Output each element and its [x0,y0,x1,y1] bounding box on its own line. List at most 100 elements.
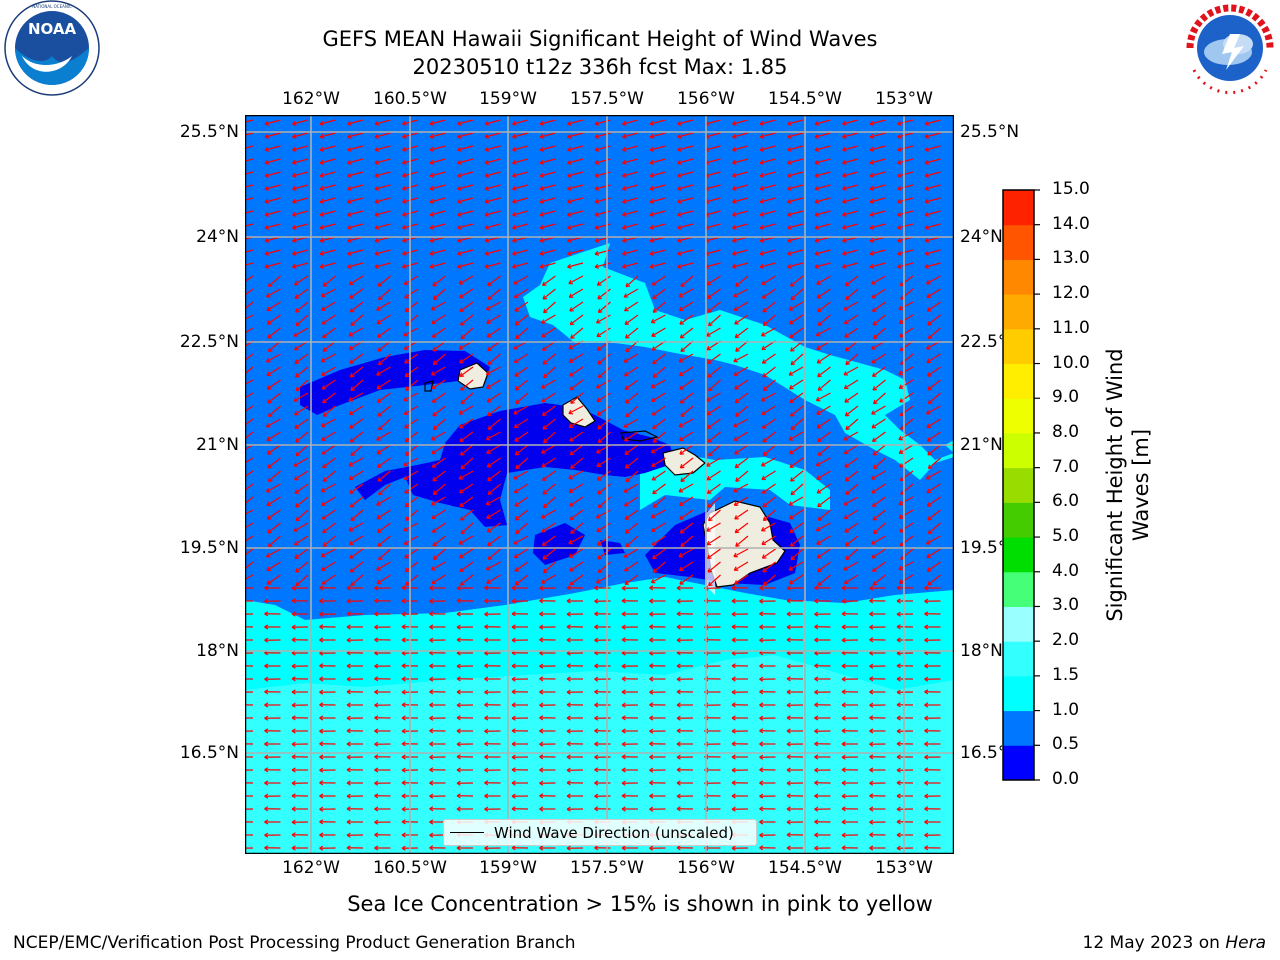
wave-direction-arrowhead [404,489,409,494]
wave-direction-arrowhead [429,741,434,747]
wave-direction-arrowhead [567,263,572,269]
wave-direction-arrow [790,288,804,301]
wave-direction-arrowhead [511,637,516,643]
wave-direction-arrowhead [541,527,547,533]
wave-direction-arrowhead [456,741,461,747]
wave-direction-arrowhead [817,437,822,443]
wave-direction-arrowhead [291,767,296,773]
wave-direction-arrow [245,366,254,375]
wave-direction-arrow [264,132,281,138]
wave-direction-arrow [706,470,721,481]
wave-direction-arrow [733,496,749,506]
wave-direction-arrowhead [374,598,379,604]
wave-direction-arrowhead [649,741,654,747]
wave-direction-arrowhead [264,793,269,799]
wave-direction-arrowhead [622,237,627,243]
wave-direction-arrowhead [320,487,326,493]
wave-direction-arrow [267,379,281,390]
wave-direction-arrow [569,301,584,312]
wave-direction-arrowhead [732,237,737,243]
wave-direction-arrow [622,210,639,216]
wave-direction-arrowhead [346,585,351,591]
wave-direction-arrow [596,392,611,402]
wave-direction-arrow [484,223,501,229]
wave-direction-arrowhead [873,529,878,535]
wave-direction-arrow [899,405,914,417]
wave-direction-arrowhead [622,159,627,165]
wave-direction-arrowhead [458,280,464,285]
wave-direction-arrow [378,548,391,561]
wave-direction-arrowhead [897,120,902,126]
wave-direction-arrow [567,171,584,177]
wave-direction-arrowhead [786,780,791,786]
wave-direction-arrowhead [374,793,379,799]
wave-direction-arrow [457,223,474,229]
wave-direction-arrowhead [264,585,269,591]
wave-direction-arrow [374,145,391,151]
wave-direction-arrow [431,366,446,376]
legend-label: Wind Wave Direction (unscaled) [494,823,734,842]
wave-direction-arrowhead [926,293,931,299]
wave-direction-arrow [869,119,886,125]
wave-direction-arrow [679,431,694,441]
wave-direction-arrow [597,405,611,416]
wave-direction-arrowhead [733,552,738,558]
wave-direction-arrowhead [872,567,877,573]
wave-direction-arrowhead [926,307,932,312]
wave-direction-arrow [457,249,474,255]
wave-direction-arrow [787,171,804,177]
wave-direction-arrowhead [790,282,795,287]
wave-direction-arrowhead [429,146,435,152]
wave-direction-arrowhead [347,172,352,178]
wave-direction-arrow [735,405,749,417]
wave-direction-arrow [816,483,831,494]
wave-direction-arrow [814,210,831,216]
wave-direction-arrowhead [676,611,681,617]
wave-direction-arrowhead [319,624,324,630]
wave-direction-arrow [429,145,446,151]
wave-direction-arrow [789,522,804,533]
wave-direction-arrowhead [649,728,654,734]
colorbar-tick-label: 2.0 [1052,630,1080,651]
wave-direction-arrowhead [649,637,654,643]
wave-direction-arrowhead [567,211,572,217]
wave-direction-arrowhead [924,702,929,708]
wave-direction-arrow [487,418,501,430]
wave-direction-arrowhead [760,526,766,532]
wave-direction-arrow [707,561,721,573]
wave-direction-arrow [759,171,776,177]
wave-direction-arrow [733,288,749,298]
wave-direction-arrow [321,418,336,428]
wave-direction-arrowhead [844,476,850,482]
wave-direction-arrowhead [652,554,657,560]
wave-direction-arrow [898,496,914,506]
wave-direction-arrowhead [374,250,380,256]
wave-direction-arrow [376,496,391,506]
wave-direction-arrowhead [291,637,296,643]
wave-direction-arrowhead [707,568,713,573]
wave-direction-arrowhead [841,819,846,825]
wave-direction-arrowhead [926,358,931,364]
wave-direction-arrow [349,548,364,559]
wave-direction-arrowhead [594,611,599,617]
wave-direction-arrowhead [374,806,379,812]
wave-direction-arrowhead [403,331,408,337]
wave-direction-arrowhead [543,373,548,379]
wave-direction-arrow [487,275,501,287]
wave-direction-arrowhead [319,120,325,126]
wave-direction-arrow [539,184,556,190]
wave-direction-arrow [789,327,804,338]
wave-direction-arrow [539,223,556,229]
wave-direction-arrow [842,184,859,190]
wave-direction-arrow [652,483,666,495]
wave-direction-arrowhead [926,567,932,572]
wave-direction-arrow [431,561,446,571]
wave-direction-arrowhead [319,185,325,191]
wave-direction-arrowhead [350,516,355,522]
wave-direction-arrow [512,210,529,216]
wave-direction-arrow [431,314,446,324]
wave-direction-arrow [322,522,336,534]
wave-direction-arrowhead [539,728,544,734]
wave-direction-arrow [487,470,501,482]
wave-direction-arrowhead [267,333,272,339]
